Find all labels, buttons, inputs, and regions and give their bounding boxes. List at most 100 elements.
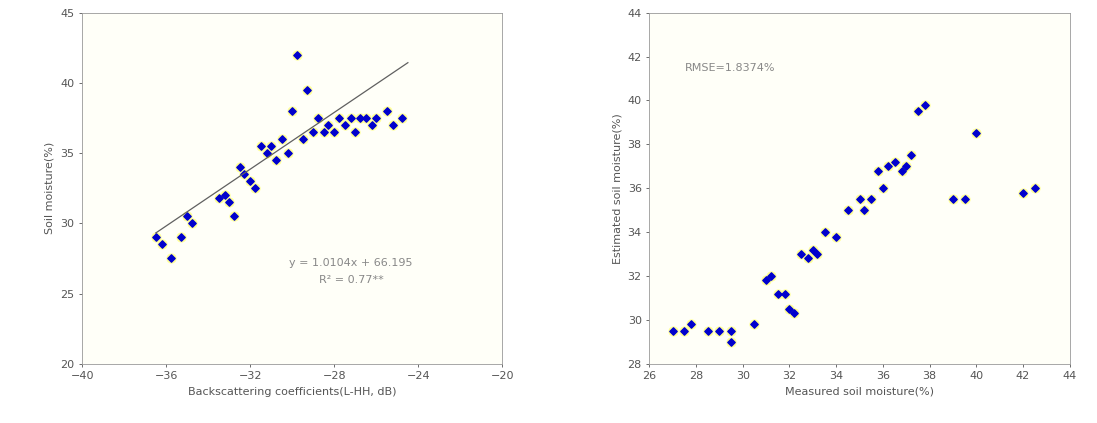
Point [955, 196, 973, 203]
Point [216, 192, 234, 199]
Point [808, 251, 826, 258]
Point [816, 229, 834, 236]
Y-axis label: Soil moisture(%): Soil moisture(%) [45, 142, 55, 234]
Point [225, 213, 242, 220]
Point [746, 321, 764, 328]
Point [273, 136, 291, 143]
Point [722, 327, 739, 334]
Point [893, 167, 911, 174]
Point [347, 129, 364, 135]
Point [154, 241, 171, 248]
Point [682, 321, 700, 328]
Point [262, 143, 280, 149]
Point [363, 122, 381, 129]
Point [363, 122, 381, 129]
Point [210, 195, 227, 201]
Point [393, 115, 410, 121]
Point [308, 115, 326, 121]
Point [147, 234, 165, 241]
Point [879, 163, 896, 170]
Point [746, 321, 764, 328]
Point [785, 310, 803, 317]
Point [856, 207, 873, 214]
X-axis label: Backscattering coefficients(L-HH, dB): Backscattering coefficients(L-HH, dB) [188, 387, 397, 397]
Point [283, 107, 301, 114]
Point [161, 255, 179, 262]
Point [676, 327, 693, 334]
Point [699, 327, 716, 334]
Point [161, 255, 179, 262]
Point [776, 290, 793, 297]
Point [1026, 185, 1043, 192]
Point [358, 115, 375, 121]
Point [259, 150, 276, 157]
Text: RMSE=1.8374%: RMSE=1.8374% [685, 63, 774, 73]
Point [252, 143, 270, 149]
Point [225, 213, 242, 220]
Point [816, 229, 834, 236]
Point [172, 234, 190, 241]
Point [722, 338, 739, 345]
Point [220, 199, 238, 206]
Point [336, 122, 353, 129]
Point [347, 129, 364, 135]
Point [792, 251, 810, 258]
Point [851, 196, 869, 203]
Point [800, 255, 817, 262]
Point [179, 213, 196, 220]
Point [722, 327, 739, 334]
Point [781, 305, 799, 312]
Point [862, 196, 880, 203]
Point [231, 164, 249, 170]
Point [839, 207, 857, 214]
Point [893, 167, 911, 174]
Point [804, 246, 822, 253]
Point [378, 107, 396, 114]
Point [235, 171, 252, 178]
Point [885, 159, 903, 165]
Point [298, 87, 316, 93]
Point [885, 159, 903, 165]
Point [298, 87, 316, 93]
Point [769, 290, 787, 297]
Point [246, 185, 263, 192]
Point [968, 130, 985, 137]
Point [216, 192, 234, 199]
Point [897, 163, 915, 170]
Point [315, 129, 332, 135]
Point [879, 163, 896, 170]
Point [909, 108, 927, 115]
X-axis label: Measured soil moisture(%): Measured soil moisture(%) [785, 387, 934, 397]
Point [776, 290, 793, 297]
Point [351, 115, 369, 121]
Point [183, 220, 201, 227]
Point [1014, 189, 1031, 196]
Point [241, 178, 259, 184]
Point [902, 152, 919, 159]
Point [682, 321, 700, 328]
Point [252, 143, 270, 149]
Point [154, 241, 171, 248]
Point [294, 136, 312, 143]
Point [757, 277, 774, 284]
Point [769, 290, 787, 297]
Point [235, 171, 252, 178]
Point [862, 196, 880, 203]
Point [294, 136, 312, 143]
Point [384, 122, 402, 129]
Point [800, 255, 817, 262]
Point [280, 150, 297, 157]
Text: R² = 0.77**: R² = 0.77** [319, 275, 384, 285]
Point [319, 122, 337, 129]
Point [315, 129, 332, 135]
Point [273, 136, 291, 143]
Point [870, 167, 887, 174]
Point [827, 233, 845, 240]
Point [246, 185, 263, 192]
Point [870, 167, 887, 174]
Point [287, 52, 305, 58]
Point [676, 327, 693, 334]
Point [305, 129, 323, 135]
Point [336, 122, 353, 129]
Point [326, 129, 343, 135]
